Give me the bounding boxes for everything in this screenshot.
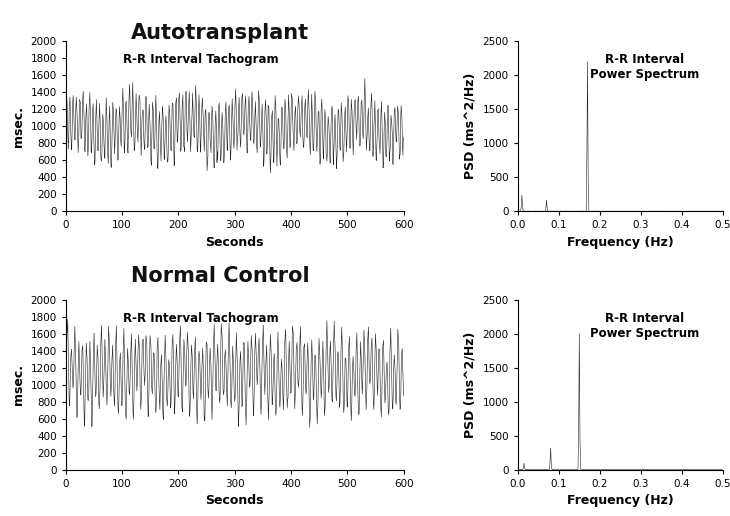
X-axis label: Seconds: Seconds bbox=[205, 494, 264, 507]
Text: R-R Interval Tachogram: R-R Interval Tachogram bbox=[123, 312, 279, 325]
Text: R-R Interval Tachogram: R-R Interval Tachogram bbox=[123, 53, 279, 66]
Text: R-R Interval
Power Spectrum: R-R Interval Power Spectrum bbox=[591, 312, 699, 340]
X-axis label: Frequency (Hz): Frequency (Hz) bbox=[567, 236, 674, 249]
Y-axis label: msec.: msec. bbox=[12, 364, 25, 405]
Y-axis label: msec.: msec. bbox=[12, 106, 25, 147]
X-axis label: Frequency (Hz): Frequency (Hz) bbox=[567, 494, 674, 507]
Y-axis label: PSD (ms^2/Hz): PSD (ms^2/Hz) bbox=[464, 73, 477, 180]
Text: Autotransplant: Autotransplant bbox=[131, 23, 310, 43]
Text: Normal Control: Normal Control bbox=[131, 266, 310, 286]
Y-axis label: PSD (ms^2/Hz): PSD (ms^2/Hz) bbox=[464, 331, 477, 438]
Text: R-R Interval
Power Spectrum: R-R Interval Power Spectrum bbox=[591, 53, 699, 81]
X-axis label: Seconds: Seconds bbox=[205, 236, 264, 249]
